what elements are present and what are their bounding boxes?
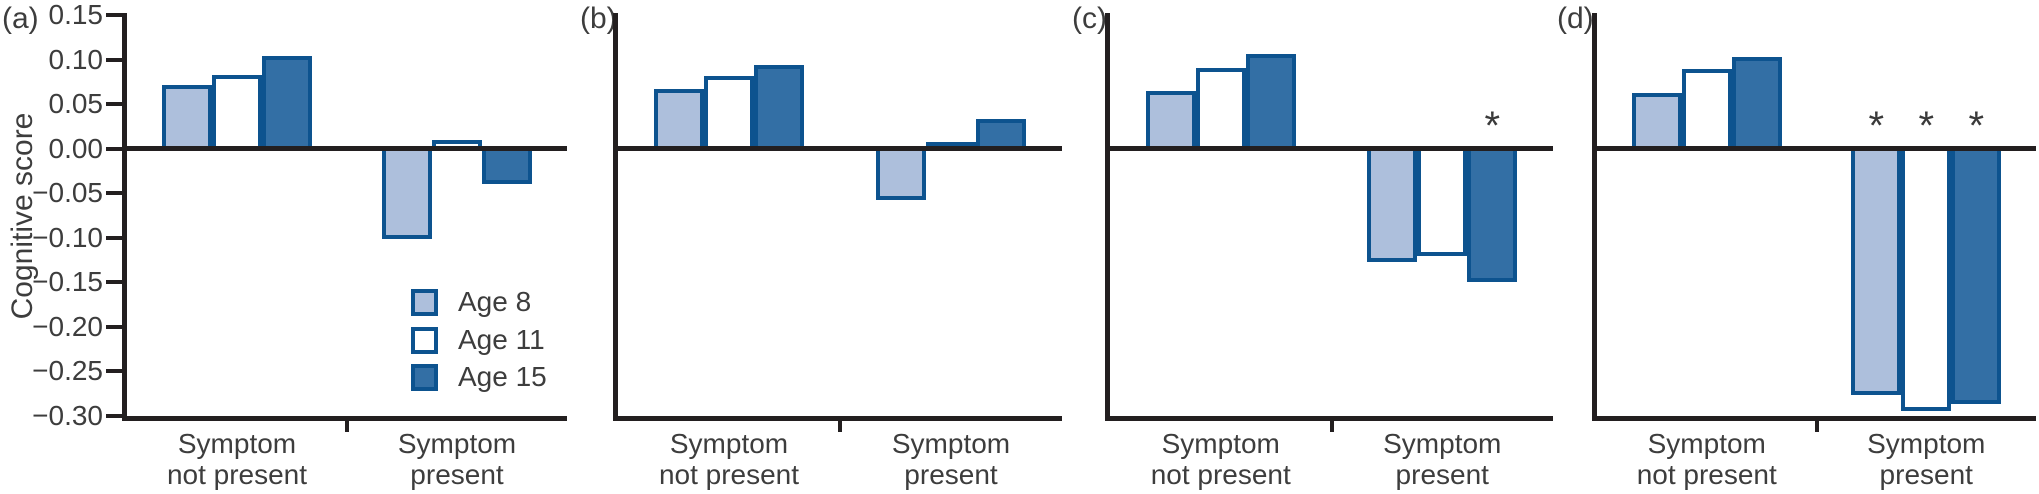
x-axis-line xyxy=(613,416,1062,421)
x-axis-tick xyxy=(1814,421,1819,432)
bar-age15 xyxy=(754,64,804,151)
bar-age15 xyxy=(1951,146,2002,405)
bar-age8 xyxy=(654,88,704,151)
x-category-label: Symptom present xyxy=(297,428,617,490)
zero-line xyxy=(618,146,1062,152)
bar-age11 xyxy=(1195,68,1246,151)
y-tick-label: 0.15 xyxy=(48,0,104,30)
y-axis-line xyxy=(122,13,127,421)
x-axis-tick xyxy=(345,421,349,432)
x-category-label: Symptom present xyxy=(1282,428,1602,490)
x-category-label-line: present xyxy=(410,459,504,490)
bar-age15 xyxy=(1467,146,1518,283)
zero-line xyxy=(127,146,567,152)
x-category-label-line: Symptom xyxy=(1383,428,1502,459)
x-category-label: Symptom not present xyxy=(1547,428,1867,490)
legend-label-age8: Age 8 xyxy=(458,286,532,317)
legend-swatch-age15 xyxy=(411,364,438,391)
x-category-label-line: present xyxy=(1879,459,1973,490)
y-tick-label: 0.10 xyxy=(48,43,104,75)
y-tick-label: 0.00 xyxy=(48,132,104,164)
panel-letter-label: (c) xyxy=(1072,2,1107,35)
bar-age8 xyxy=(1367,146,1418,262)
bar-age15 xyxy=(482,146,532,185)
bar-age8 xyxy=(1851,146,1902,396)
y-axis-tick xyxy=(106,324,123,329)
zero-line xyxy=(1110,146,1553,152)
y-axis-tick xyxy=(106,102,123,107)
significance-asterisk: * xyxy=(1968,104,1985,148)
significance-asterisk: * xyxy=(1868,104,1885,148)
y-axis-line xyxy=(1105,13,1110,421)
bar-age11 xyxy=(212,74,262,151)
bar-age8 xyxy=(1145,90,1196,151)
significance-asterisk: * xyxy=(1484,104,1501,148)
bar-age15 xyxy=(1245,54,1296,151)
x-category-label-line: Symptom xyxy=(1647,428,1766,459)
x-category-label: Symptom not present xyxy=(77,428,397,490)
x-category-label-line: present xyxy=(904,459,998,490)
x-category-label: Symptom present xyxy=(791,428,1111,490)
x-category-label-line: Symptom xyxy=(891,428,1011,459)
x-category-label-line: not present xyxy=(1636,459,1777,490)
legend-swatch-age8 xyxy=(411,289,438,316)
x-axis-line xyxy=(1592,416,2036,421)
x-category-label: Symptom present xyxy=(1766,428,2039,490)
x-axis-line xyxy=(1105,416,1553,421)
y-axis-line xyxy=(613,13,618,421)
y-tick-label: −0.20 xyxy=(32,310,103,342)
y-axis-tick xyxy=(106,235,123,240)
legend-label-age11: Age 11 xyxy=(458,324,545,355)
y-axis-tick xyxy=(106,280,123,285)
bar-age8 xyxy=(876,146,926,201)
bar-age8 xyxy=(162,84,212,151)
panel-letter-label: (b) xyxy=(580,2,617,35)
y-tick-label: −0.10 xyxy=(32,221,103,253)
y-axis-line xyxy=(1592,13,1597,421)
legend-swatch-age11 xyxy=(411,327,438,354)
x-axis-line xyxy=(122,416,567,421)
x-category-label-line: Symptom xyxy=(669,428,789,459)
y-tick-label: −0.15 xyxy=(32,266,103,298)
significance-asterisk: * xyxy=(1918,104,1935,148)
bar-age15 xyxy=(1731,56,1782,151)
legend-label-age15: Age 15 xyxy=(458,361,547,392)
x-axis-tick xyxy=(1329,421,1334,432)
zero-line xyxy=(1597,146,2036,152)
x-category-label-line: present xyxy=(1395,459,1489,490)
y-axis-tick xyxy=(106,369,123,374)
bar-age8 xyxy=(382,146,432,239)
x-category-label-line: not present xyxy=(658,459,800,490)
y-axis-tick xyxy=(106,13,123,17)
y-axis-tick xyxy=(106,146,123,151)
y-axis-tick xyxy=(106,191,123,196)
x-category-label: Symptom not present xyxy=(569,428,889,490)
y-tick-label: −0.30 xyxy=(32,400,103,431)
bar-age15 xyxy=(262,55,312,151)
bar-age11 xyxy=(1417,146,1468,256)
x-category-label-line: Symptom xyxy=(1867,428,1986,459)
y-axis-tick xyxy=(106,414,123,418)
y-tick-label: 0.05 xyxy=(48,88,104,120)
bar-age11 xyxy=(1681,69,1732,151)
y-tick-label: −0.05 xyxy=(32,177,103,209)
x-category-label-line: Symptom xyxy=(1161,428,1280,459)
x-category-label-line: not present xyxy=(166,459,308,490)
bar-age8 xyxy=(1631,92,1682,151)
x-category-label: Symptom not present xyxy=(1061,428,1381,490)
bar-age11 xyxy=(1901,146,1952,411)
y-tick-label: −0.25 xyxy=(32,355,103,387)
y-axis-tick xyxy=(106,57,123,62)
panel-letter-label: (a) xyxy=(2,2,39,35)
bar-age11 xyxy=(704,75,754,151)
x-axis-tick xyxy=(838,421,842,432)
panel-letter-label: (d) xyxy=(1557,2,1594,35)
x-category-label-line: Symptom xyxy=(177,428,297,459)
x-category-label-line: not present xyxy=(1150,459,1291,490)
x-category-label-line: Symptom xyxy=(397,428,517,459)
